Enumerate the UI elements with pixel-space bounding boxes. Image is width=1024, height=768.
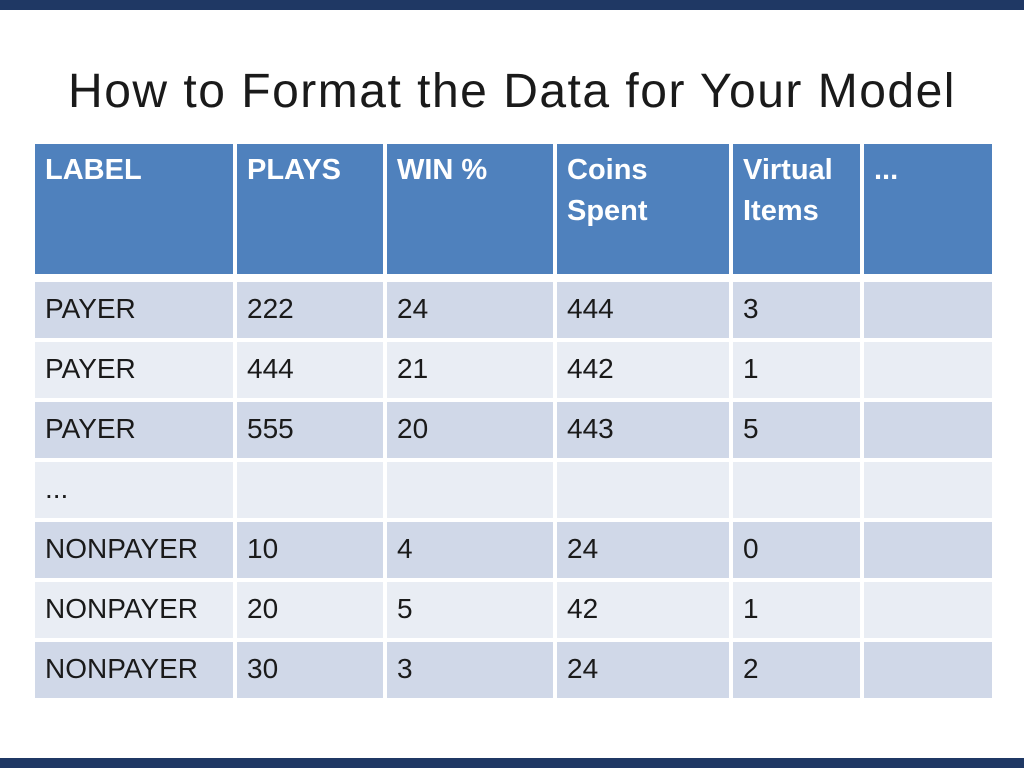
- table-cell: 4: [387, 522, 553, 578]
- table-cell: 2: [733, 642, 860, 698]
- table-cell: NONPAYER: [35, 642, 233, 698]
- table-cell: 443: [557, 402, 729, 458]
- table-cell: NONPAYER: [35, 582, 233, 638]
- table-cell: 3: [387, 642, 553, 698]
- table-cell: [864, 402, 992, 458]
- slide-top-border: [0, 0, 1024, 10]
- table-cell: [237, 462, 383, 518]
- table-cell: [864, 462, 992, 518]
- header-cell-more: ...: [864, 144, 992, 274]
- table-cell: 20: [387, 402, 553, 458]
- table-cell: 444: [557, 282, 729, 338]
- table-cell: 1: [733, 342, 860, 398]
- slide-bottom-border: [0, 758, 1024, 768]
- table-cell: 10: [237, 522, 383, 578]
- table-cell: 21: [387, 342, 553, 398]
- table-cell: 24: [557, 522, 729, 578]
- table-cell: [864, 522, 992, 578]
- table-cell: 5: [733, 402, 860, 458]
- table-cell: [864, 642, 992, 698]
- table-cell: [387, 462, 553, 518]
- table-cell: 555: [237, 402, 383, 458]
- header-cell-win-pct: WIN %: [387, 144, 553, 274]
- table-cell: 24: [557, 642, 729, 698]
- table-cell: [557, 462, 729, 518]
- table-cell: 20: [237, 582, 383, 638]
- header-cell-virtual-items: Virtual Items: [733, 144, 860, 274]
- table-cell: ...: [35, 462, 233, 518]
- table-cell: 5: [387, 582, 553, 638]
- table-cell: [733, 462, 860, 518]
- table-cell: [864, 582, 992, 638]
- table-cell: [864, 282, 992, 338]
- header-cell-plays: PLAYS: [237, 144, 383, 274]
- table-cell: 3: [733, 282, 860, 338]
- table-cell: PAYER: [35, 282, 233, 338]
- header-cell-coins-spent: Coins Spent: [557, 144, 729, 274]
- header-cell-label: LABEL: [35, 144, 233, 274]
- table-cell: 444: [237, 342, 383, 398]
- slide-title: How to Format the Data for Your Model: [68, 65, 956, 118]
- table-cell: 30: [237, 642, 383, 698]
- table-cell: 442: [557, 342, 729, 398]
- table-cell: 24: [387, 282, 553, 338]
- table-cell: PAYER: [35, 402, 233, 458]
- table-cell: [864, 342, 992, 398]
- table-cell: PAYER: [35, 342, 233, 398]
- table-cell: 42: [557, 582, 729, 638]
- data-table-header: LABEL PLAYS WIN % Coins Spent Virtual Items.…: [35, 144, 992, 274]
- table-cell: NONPAYER: [35, 522, 233, 578]
- table-cell: 0: [733, 522, 860, 578]
- table-cell: 1: [733, 582, 860, 638]
- table-cell: 222: [237, 282, 383, 338]
- data-table-body: PAYER 222 24 444 3 PAYER 444 21 442 1 PAYER 555 20 44…: [35, 282, 992, 698]
